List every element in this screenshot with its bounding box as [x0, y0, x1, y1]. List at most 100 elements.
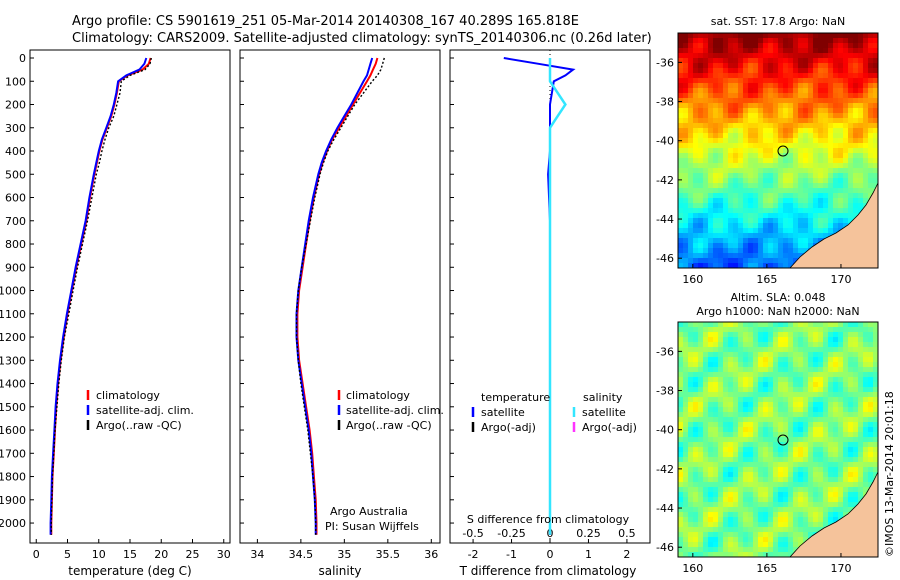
map-cell [738, 203, 744, 209]
map-cell [713, 128, 719, 134]
map-cell [683, 537, 689, 543]
map-cell [833, 123, 839, 129]
map-cell [768, 168, 774, 174]
map-cell [683, 507, 689, 513]
map-cell [723, 143, 729, 149]
map-cell [693, 462, 699, 468]
map-cell [838, 128, 844, 134]
map-cell [818, 382, 824, 388]
map-cell [738, 198, 744, 204]
map-cell [758, 138, 764, 144]
map-cell [698, 38, 704, 44]
map-cell [773, 477, 779, 483]
map-cell [828, 482, 834, 488]
map-cell [713, 58, 719, 64]
map-cell [838, 372, 844, 378]
map-cell [773, 53, 779, 59]
map-cell [818, 377, 824, 383]
map-cell [808, 218, 814, 224]
map-cell [763, 467, 769, 473]
map-cell [758, 477, 764, 483]
map-cell [728, 432, 734, 438]
map-cell [863, 53, 869, 59]
map-cell [773, 447, 779, 453]
map-cell [838, 407, 844, 413]
map-cell [768, 68, 774, 74]
map-cell [863, 128, 869, 134]
map-cell [703, 88, 709, 94]
map-cell [838, 392, 844, 398]
map-cell [708, 532, 714, 538]
map-cell [843, 83, 849, 89]
map-cell [773, 487, 779, 493]
map-cell [788, 223, 794, 229]
map-cell [698, 83, 704, 89]
map-cell [833, 208, 839, 214]
map-cell [788, 178, 794, 184]
map-cell [773, 193, 779, 199]
map-cell [753, 263, 759, 269]
map-cell [698, 58, 704, 64]
map-cell [778, 113, 784, 119]
map-cell [738, 63, 744, 69]
map-cell [818, 472, 824, 478]
diff-series-line [548, 58, 567, 535]
map-cell [718, 452, 724, 458]
map-cell [683, 517, 689, 523]
map-cell [743, 128, 749, 134]
map-cell [738, 98, 744, 104]
map-cell [818, 183, 824, 189]
map-cell [813, 48, 819, 54]
map-cell [848, 457, 854, 463]
map-cell [813, 442, 819, 448]
map-cell [813, 437, 819, 443]
map-cell [763, 482, 769, 488]
map-cell [813, 33, 819, 39]
map-cell [788, 322, 794, 328]
map-cell [838, 417, 844, 423]
map-cell [703, 263, 709, 269]
map-cell [803, 213, 809, 219]
map-cell [858, 407, 864, 413]
map-cell [718, 223, 724, 229]
map-cell [768, 392, 774, 398]
map-cell [783, 327, 789, 333]
map-cell [868, 48, 874, 54]
map-cell [823, 352, 829, 358]
map-cell [863, 357, 869, 363]
map-cell [683, 367, 689, 373]
map-cell [678, 362, 684, 368]
map-cell [788, 208, 794, 214]
map-cell [693, 113, 699, 119]
map-cell [728, 537, 734, 543]
map-cell [778, 542, 784, 548]
map-cell [723, 253, 729, 259]
map-cell [708, 243, 714, 249]
map-cell [723, 83, 729, 89]
map-cell [718, 477, 724, 483]
map-cell [748, 507, 754, 513]
map-cell [688, 342, 694, 348]
map-cell [738, 392, 744, 398]
map-cell [793, 377, 799, 383]
map-cell [713, 492, 719, 498]
map-cell [678, 98, 684, 104]
map-cell [818, 427, 824, 433]
map-cell [818, 158, 824, 164]
map-cell [748, 417, 754, 423]
map-cell [753, 392, 759, 398]
map-cell [858, 203, 864, 209]
map-cell [813, 188, 819, 194]
map-cell [803, 387, 809, 393]
map-cell [788, 527, 794, 533]
map-cell [808, 337, 814, 343]
map-cell [808, 68, 814, 74]
map-cell [803, 38, 809, 44]
map-cell [718, 233, 724, 239]
map-cell [748, 153, 754, 159]
map-cell [733, 332, 739, 338]
map-cell [873, 352, 879, 358]
map-cell [773, 138, 779, 144]
map-cell [743, 78, 749, 84]
map-cell [738, 258, 744, 264]
